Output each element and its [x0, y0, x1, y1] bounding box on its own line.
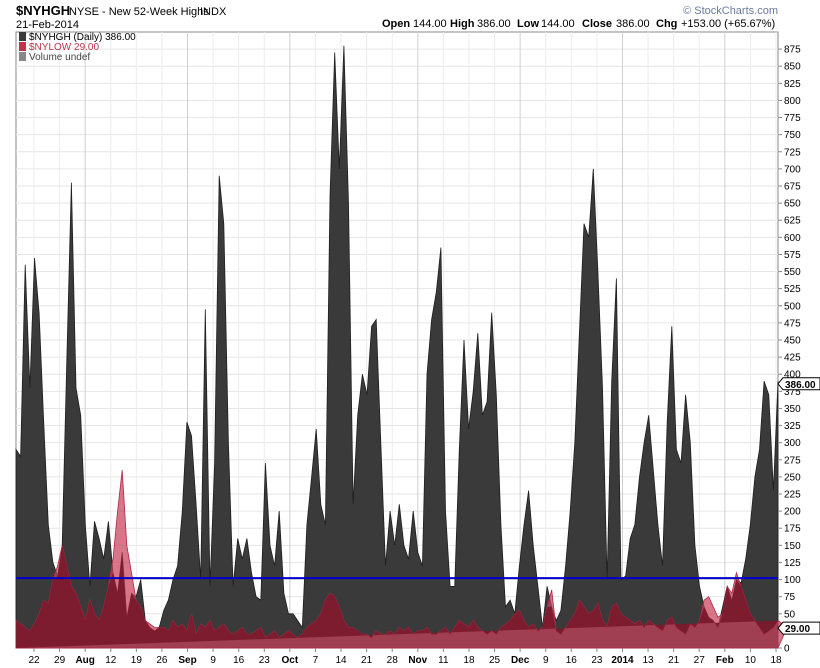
x-tick-label: 26 — [156, 655, 168, 666]
x-tick-label: Oct — [282, 655, 299, 666]
y-tick-label: 775 — [784, 113, 801, 124]
x-tick-label: 13 — [643, 655, 655, 666]
series-area-nyhgh — [15, 45, 779, 649]
y-tick-label: 450 — [784, 336, 801, 347]
y-tick-label: 525 — [784, 284, 801, 295]
x-tick-label: 27 — [694, 655, 706, 666]
x-tick-label: 16 — [566, 655, 578, 666]
y-tick-label: 250 — [784, 472, 801, 483]
legend-swatch-volume — [19, 52, 26, 61]
y-tick-label: 275 — [784, 455, 801, 466]
x-tick-label: 21 — [361, 655, 373, 666]
y-tick-label: 300 — [784, 438, 801, 449]
y-tick-label: 125 — [784, 558, 801, 569]
x-tick-label: 28 — [387, 655, 399, 666]
y-tick-label: 0 — [784, 644, 790, 655]
x-tick-label: 9 — [543, 655, 549, 666]
chart-date: 21-Feb-2014 — [16, 19, 79, 31]
high-label: High — [450, 18, 475, 30]
y-tick-label: 475 — [784, 318, 801, 329]
y-tick-label: 500 — [784, 301, 801, 312]
y-tick-label: 600 — [784, 233, 801, 244]
legend-nyhgh: $NYHGH (Daily) 386.00 — [29, 32, 136, 43]
low-value: 144.00 — [541, 18, 575, 30]
x-tick-label: Aug — [75, 655, 94, 666]
y-tick-label: 800 — [784, 96, 801, 107]
x-tick-label: 10 — [745, 655, 757, 666]
close-value: 386.00 — [616, 18, 650, 30]
x-tick-label: 18 — [463, 655, 475, 666]
legend-volume: Volume undef — [29, 52, 90, 63]
y-tick-label: 50 — [784, 609, 796, 620]
series-layer — [15, 45, 788, 649]
x-tick-label: Nov — [408, 655, 427, 666]
legend: $NYHGH (Daily) 386.00 $NYLOW 29.00 Volum… — [19, 32, 136, 63]
last-value-tag-nyhgh-text: 386.00 — [785, 380, 816, 391]
y-tick-label: 400 — [784, 370, 801, 381]
x-tick-label: 23 — [259, 655, 271, 666]
x-tick-label: 12 — [105, 655, 117, 666]
watermark: © StockCharts.com — [683, 5, 778, 17]
y-tick-label: 375 — [784, 387, 801, 398]
y-tick-label: 75 — [784, 592, 796, 603]
x-tick-label: 7 — [313, 655, 319, 666]
x-tick-label: 16 — [233, 655, 245, 666]
x-tick-label: 22 — [28, 655, 40, 666]
close-label: Close — [582, 18, 612, 30]
legend-swatch-nylow — [19, 42, 26, 51]
y-axis: 0255075100125150175200225250275300325350… — [778, 45, 801, 655]
last-value-tag-nylow-text: 29.00 — [785, 624, 810, 635]
open-label: Open — [382, 18, 410, 30]
y-tick-label: 575 — [784, 250, 801, 261]
open-value: 144.00 — [413, 18, 447, 30]
chg-value: +153.00 (+65.67%) — [681, 18, 775, 30]
chart-exchange: INDX — [200, 6, 227, 18]
chg-label: Chg — [656, 18, 677, 30]
last-value-tags: 386.00 29.00 — [777, 377, 820, 635]
x-tick-label: Dec — [511, 655, 530, 666]
series-overlap-area — [16, 545, 778, 648]
y-tick-label: 425 — [784, 353, 801, 364]
y-tick-label: 675 — [784, 182, 801, 193]
y-tick-label: 225 — [784, 490, 801, 501]
x-tick-label: 2014 — [611, 655, 634, 666]
x-tick-label: Sep — [178, 655, 196, 666]
x-tick-label: 25 — [489, 655, 501, 666]
y-tick-label: 100 — [784, 575, 801, 586]
x-tick-label: 11 — [438, 655, 449, 666]
y-tick-label: 325 — [784, 421, 801, 432]
y-tick-label: 850 — [784, 62, 801, 73]
y-tick-label: 350 — [784, 404, 801, 415]
x-tick-label: 18 — [770, 655, 782, 666]
last-value-tag-nylow: 29.00 — [777, 621, 820, 635]
y-tick-label: 875 — [784, 45, 801, 56]
y-tick-label: 625 — [784, 216, 801, 227]
y-tick-label: 750 — [784, 130, 801, 141]
x-tick-label: 9 — [210, 655, 216, 666]
x-tick-label: 19 — [131, 655, 143, 666]
x-axis: 22 29 Aug 12 19 26 Sep 9 16 23 Oct 7 14 21 28 Nov 11 18 25… — [28, 648, 782, 666]
y-tick-label: 200 — [784, 507, 801, 518]
x-tick-label: 14 — [335, 655, 347, 666]
chart-symbol: $NYHGH — [16, 3, 70, 18]
low-label: Low — [517, 18, 539, 30]
y-tick-label: 150 — [784, 541, 801, 552]
x-tick-label: 23 — [591, 655, 603, 666]
legend-swatch-nyhgh — [19, 32, 26, 41]
y-tick-label: 825 — [784, 79, 801, 90]
x-tick-label: Feb — [716, 655, 734, 666]
chart-description: NYSE - New 52-Week Highs — [69, 6, 209, 18]
y-tick-label: 175 — [784, 524, 801, 535]
y-tick-label: 725 — [784, 147, 801, 158]
y-tick-label: 700 — [784, 164, 801, 175]
x-tick-label: 29 — [54, 655, 66, 666]
y-tick-label: 550 — [784, 267, 801, 278]
high-value: 386.00 — [477, 18, 511, 30]
x-tick-label: 21 — [668, 655, 680, 666]
legend-nylow: $NYLOW 29.00 — [29, 42, 99, 53]
last-value-tag-nyhgh: 386.00 — [777, 377, 820, 391]
ohlc-readout: Open 144.00 High 386.00 Low 144.00 Close… — [382, 18, 775, 30]
y-tick-label: 650 — [784, 199, 801, 210]
